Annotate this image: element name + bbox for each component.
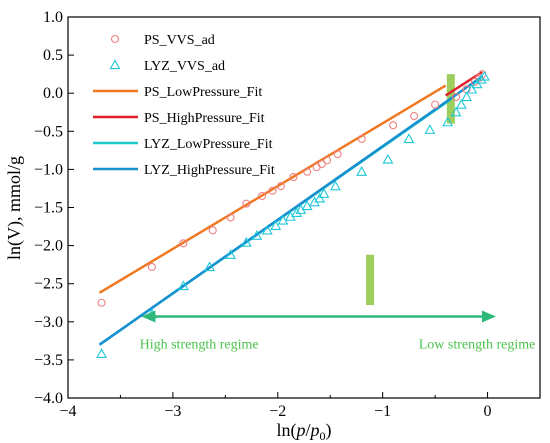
data-point	[177, 280, 189, 291]
arrow-head-right	[481, 310, 496, 323]
data-point	[461, 91, 473, 102]
data-point	[478, 70, 490, 81]
data-point	[301, 200, 313, 211]
data-point	[289, 172, 298, 182]
data-point	[333, 150, 342, 159]
data-point	[442, 116, 454, 127]
data-point	[276, 182, 285, 191]
data-point	[312, 163, 321, 172]
legend-symbol	[110, 34, 120, 44]
x-axis-title: ln(p/p0)	[276, 420, 331, 443]
data-point	[410, 112, 419, 121]
data-point	[431, 100, 440, 109]
legend-label: PS_LowPressure_Fit	[144, 85, 262, 100]
legend: PS_VVS_ad LYZ_VVS_ad PS_LowPressure_Fit PS_…	[93, 33, 275, 178]
data-point	[303, 167, 312, 176]
data-point	[251, 230, 263, 240]
legend-label: LYZ_LowPressure_Fit	[144, 137, 273, 152]
data-point	[455, 98, 467, 109]
data-point	[97, 298, 106, 307]
y-tick-label: 0.5	[43, 47, 63, 64]
data-point	[225, 249, 237, 259]
annotations: High strength regime Low strength regime	[140, 337, 536, 352]
data-point	[356, 166, 368, 176]
y-tick-label: −1.5	[34, 200, 63, 217]
y-tick-label: −0.5	[34, 123, 63, 140]
data-point	[382, 153, 394, 164]
data-point	[240, 236, 252, 247]
x-tick-label: −1	[374, 403, 391, 420]
y-tick-label: 0.0	[43, 85, 63, 102]
regime-highlights	[366, 74, 455, 306]
legend-label: PS_HighPressure_Fit	[144, 111, 265, 126]
x-axis: −4 −3 −2 −1 0	[59, 392, 492, 420]
y-tick-label: −3.0	[34, 314, 63, 331]
data-point	[403, 133, 415, 144]
y-tick-label: −2.5	[34, 276, 63, 293]
data-point	[242, 199, 251, 208]
data-point	[204, 261, 216, 272]
data-point	[268, 186, 277, 195]
x-tick-label: −3	[164, 403, 181, 420]
data-point	[226, 213, 235, 222]
data-point	[323, 156, 332, 165]
y-tick-label: 1.0	[43, 9, 63, 26]
data-point	[389, 121, 398, 130]
data-point	[317, 160, 326, 169]
data-point	[475, 73, 487, 84]
data-point	[147, 262, 156, 271]
data-point	[277, 214, 289, 225]
x-tick-label: −2	[269, 403, 286, 420]
data-point	[466, 83, 478, 94]
data-point	[452, 92, 461, 102]
fit-line	[98, 75, 484, 346]
data-point	[261, 224, 273, 235]
y-axis-title: ln(V), mmol/g	[4, 156, 25, 260]
data-point	[257, 192, 267, 201]
data-point	[96, 348, 107, 358]
data-point	[424, 124, 436, 134]
y-tick-label: −4.0	[34, 390, 63, 407]
data-point	[330, 180, 341, 191]
legend-label: PS_VVS_ad	[144, 33, 215, 48]
x-tick-label: −4	[59, 403, 76, 420]
legend-label: LYZ_HighPressure_Fit	[144, 163, 275, 178]
legend-symbol	[109, 59, 121, 70]
fit-line	[98, 84, 447, 294]
data-point	[291, 207, 303, 217]
data-point	[270, 220, 282, 230]
regime-arrow	[141, 310, 496, 323]
y-tick-label: −3.5	[34, 352, 63, 369]
regime-label: Low strength regime	[419, 337, 536, 352]
data-point	[179, 239, 188, 248]
data-point	[450, 106, 462, 117]
regime-boundary-marker	[366, 254, 375, 306]
y-tick-label: −1.0	[34, 161, 63, 178]
data-point	[318, 188, 330, 198]
legend-label: LYZ_VVS_ad	[144, 59, 225, 74]
data-point	[208, 226, 217, 235]
y-tick-label: −2.0	[34, 238, 63, 255]
arrow-head-left	[141, 310, 156, 323]
y-axis: −4.0 −3.5 −3.0 −2.5 −2.0 −1.5 −1.0 −0.5 0.0 0.5 1.…	[34, 9, 74, 407]
data-point	[357, 134, 366, 143]
x-tick-label: 0	[484, 403, 492, 420]
data-markers	[96, 70, 490, 358]
regime-label: High strength regime	[140, 337, 259, 352]
